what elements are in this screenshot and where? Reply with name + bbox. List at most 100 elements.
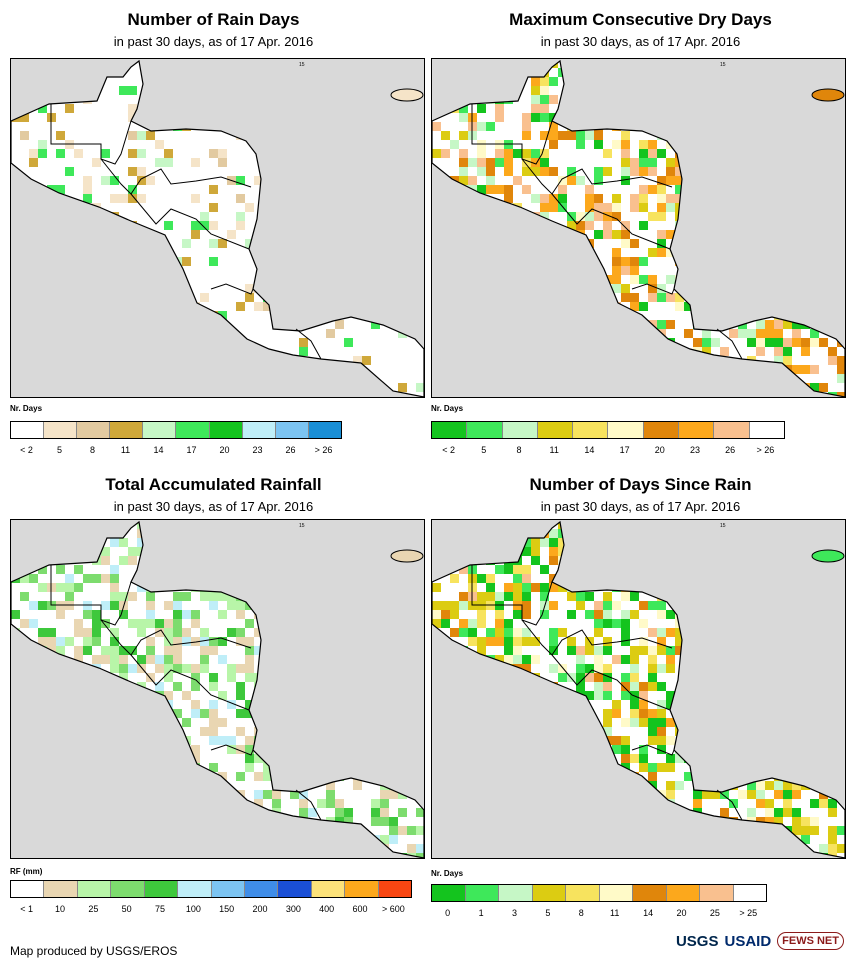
country-border (210, 283, 254, 295)
legend-label: 17 (186, 445, 197, 455)
legend-label: 20 (676, 908, 687, 918)
legend-label: 5 (56, 445, 63, 455)
legend-label: 200 (252, 904, 268, 914)
legend-label: 11 (610, 908, 620, 918)
legend-title: Nr. Days (431, 869, 464, 878)
legend-label: 26 (285, 445, 296, 455)
country-border (130, 654, 250, 711)
legend-label: 10 (54, 904, 66, 914)
legend-swatch (244, 881, 279, 897)
legend-title: Nr. Days (10, 404, 43, 413)
panel-subtitle: in past 30 days, as of 17 Apr. 2016 (113, 499, 314, 514)
usgs-logo[interactable]: USGS (675, 932, 719, 950)
panel-total-rainfall: Total Accumulated Rainfall in past 30 da… (0, 465, 427, 950)
coastline (11, 520, 424, 858)
legend-swatch (111, 881, 145, 897)
panel-title: Number of Days Since Rain (529, 475, 752, 494)
legend-swatch (502, 422, 538, 438)
legend-swatch (44, 881, 78, 897)
footer-credit: Map produced by USGS/EROS (10, 944, 178, 958)
panel-subtitle: in past 30 days, as of 17 Apr. 2016 (113, 34, 314, 49)
map[interactable]: 15 (10, 519, 425, 859)
legend-label: > 25 (739, 908, 758, 918)
legend-swatch (532, 885, 566, 901)
legend-swatch (679, 422, 715, 438)
map[interactable]: 15 (10, 58, 425, 398)
legend-swatch (143, 422, 177, 438)
country-border (551, 654, 671, 711)
map[interactable]: 15 (431, 519, 846, 859)
legend-label: 26 (725, 445, 736, 455)
coastline (432, 520, 845, 858)
legend-swatch (275, 422, 309, 438)
legend-swatch (209, 422, 243, 438)
legend-label: 11 (549, 445, 559, 455)
legend-bar (431, 421, 785, 439)
legend-label: 8 (578, 908, 584, 918)
legend-swatch (11, 422, 45, 438)
panel-rain-days: Number of Rain Days in past 30 days, as … (0, 0, 427, 485)
legend-label: 600 (352, 904, 368, 914)
legend-label: 25 (709, 908, 720, 918)
legend-label: 20 (654, 445, 665, 455)
gridline-label: 15 (299, 62, 305, 68)
legend-label: 5 (545, 908, 551, 918)
country-border (551, 193, 671, 250)
legend-swatch (633, 885, 667, 901)
country-border (130, 193, 250, 250)
panel-title: Number of Rain Days (127, 10, 300, 29)
country-border (210, 744, 254, 756)
country-border (100, 158, 252, 195)
legend-swatch (176, 422, 210, 438)
coastline (432, 59, 845, 397)
gridline-label: 15 (720, 523, 726, 529)
legend-title: Nr. Days (431, 404, 464, 413)
legend-swatch (700, 885, 734, 901)
legend-label: > 26 (756, 445, 775, 455)
legend-swatch (308, 422, 341, 438)
legend-swatch (714, 422, 750, 438)
country-border (716, 789, 743, 821)
legend-label: 23 (689, 445, 701, 455)
legend-label: 400 (319, 904, 335, 914)
fews-net-logo[interactable]: FEWS NET (777, 932, 844, 950)
legend-label: > 26 (314, 445, 333, 455)
legend-label: 0 (445, 908, 451, 918)
legend-label: < 1 (20, 904, 34, 914)
usaid-logo[interactable]: USAID (724, 932, 772, 950)
legend-swatch (144, 881, 179, 897)
panel-days-since-rain: Number of Days Since Rain in past 30 day… (427, 465, 854, 950)
legend-label: 14 (643, 908, 654, 918)
legend-label: 14 (153, 445, 164, 455)
legend-swatch (537, 422, 574, 438)
panel-title: Total Accumulated Rainfall (105, 475, 322, 494)
jamaica-island (811, 88, 845, 102)
legend-swatch (278, 881, 312, 897)
legend-bar (10, 421, 342, 439)
country-border (295, 789, 322, 821)
legend-swatch (432, 885, 466, 901)
legend-swatch (467, 422, 503, 438)
country-border (631, 283, 675, 295)
panel-subtitle: in past 30 days, as of 17 Apr. 2016 (540, 34, 741, 49)
legend-bar (10, 880, 412, 898)
legend-label: 23 (252, 445, 263, 455)
legend-label: < 2 (20, 445, 33, 455)
map[interactable]: 15 (431, 58, 846, 398)
legend-label: 75 (154, 904, 166, 914)
panel-dry-days: Maximum Consecutive Dry Days in past 30 … (427, 0, 854, 485)
legend-label: 3 (511, 908, 518, 918)
legend-swatch (311, 881, 346, 897)
legend-label: 5 (481, 445, 487, 455)
country-border (716, 328, 743, 360)
country-border (521, 158, 673, 195)
jamaica-island (811, 549, 845, 563)
legend-swatch (566, 885, 600, 901)
panel-subtitle: in past 30 days, as of 17 Apr. 2016 (540, 499, 741, 514)
coastline (11, 59, 424, 397)
legend-label: < 2 (442, 445, 455, 455)
legend-swatch (432, 422, 468, 438)
legend-swatch (110, 422, 144, 438)
gridline-label: 15 (299, 523, 305, 529)
legend-swatch (178, 881, 212, 897)
